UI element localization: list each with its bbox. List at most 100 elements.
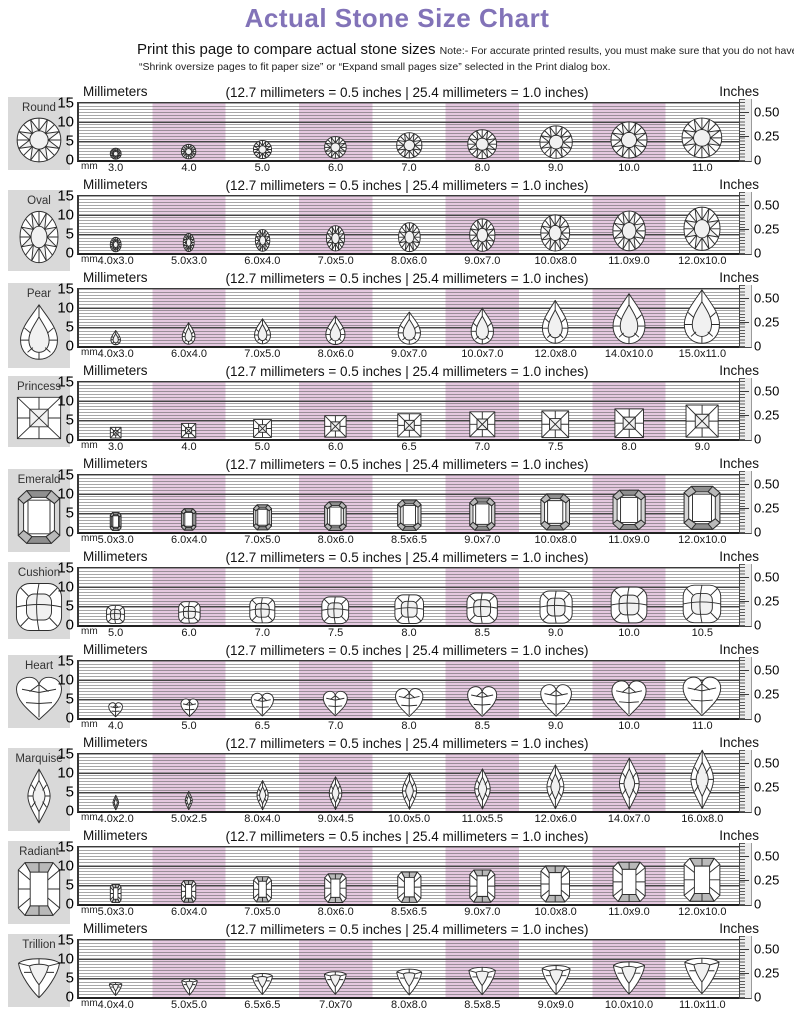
stone-size-label: 10.0 xyxy=(618,162,640,174)
stone-pear-9.0x7.0 xyxy=(396,311,423,345)
row-emerald: Emerald Millimeters (12.7 millimeters = … xyxy=(0,454,794,552)
stone-size-label: 10.5 xyxy=(691,627,714,639)
inch-tick-label: 0 xyxy=(754,710,762,726)
mm-tick-label: 15 xyxy=(57,373,74,391)
mm-tick-label: 10 xyxy=(57,671,74,689)
mm-unit-label: mm xyxy=(81,347,98,358)
quarter-inch-tick xyxy=(740,228,749,231)
shape-name: Radiant xyxy=(19,846,59,858)
row-pear: Pear Millimeters (12.7 millimeters = 0.5… xyxy=(0,268,794,368)
stone-size-label: 6.5 xyxy=(401,441,417,453)
stone-marquise-14.0x7.0 xyxy=(616,757,643,810)
stone-size-label: 10.0x8.0 xyxy=(534,255,577,267)
stone-size-label: 7.0 xyxy=(474,441,490,453)
mm-tick-label: 0 xyxy=(65,337,74,355)
quarter-inch-tick xyxy=(740,972,749,975)
stone-size-label: 9.0x7.0 xyxy=(464,906,501,918)
mm-unit-label: mm xyxy=(81,998,98,1009)
stone-size-label: 8.0x6.0 xyxy=(317,534,354,546)
inch-tick-label: 0.25 xyxy=(754,407,780,423)
shape-name: Emerald xyxy=(17,474,61,486)
stone-heart-5.0 xyxy=(180,698,199,717)
stone-size-label: 9.0x4.5 xyxy=(317,813,354,825)
mm-tick-label: 15 xyxy=(57,466,74,484)
stone-size-label: 5.0x2.5 xyxy=(170,813,208,825)
quarter-inch-tick xyxy=(740,321,749,324)
mm-unit-label: mm xyxy=(81,812,98,823)
row-heart: Heart Millimeters (12.7 millimeters = 0.… xyxy=(0,640,794,733)
mm-tick-label: 15 xyxy=(57,94,74,112)
stone-size-label: 5.0x5.0 xyxy=(170,999,208,1011)
inch-tick-label: 0 xyxy=(754,152,762,168)
stone-size-label: 10.0x8.0 xyxy=(534,906,577,918)
shape-name: Pear xyxy=(26,288,52,300)
stone-oval-5.0x3.0 xyxy=(183,233,194,252)
stone-size-label: 8.5 xyxy=(474,720,490,732)
inch-tick-label: 0.50 xyxy=(754,197,780,213)
half-inch-tick xyxy=(740,669,749,672)
stone-cushion-6.0 xyxy=(178,601,201,624)
stone-size-label: 4.0 xyxy=(181,441,197,453)
stone-oval-8.0x6.0 xyxy=(398,222,421,252)
row-round: Round Millimeters (12.7 millimeters = 0.… xyxy=(0,82,794,175)
stone-size-label: 16.0x8.0 xyxy=(681,813,724,825)
stone-princess-9.0 xyxy=(685,404,719,438)
stone-pear-10.0x7.0 xyxy=(469,307,496,345)
mm-axis-title: Millimeters xyxy=(83,642,148,657)
shape-name: Trillion xyxy=(22,939,56,951)
inch-ruler xyxy=(739,192,752,255)
inch-ruler xyxy=(739,936,752,999)
stone-size-label: 7.0x5.0 xyxy=(317,255,354,267)
shape-name: Marquise xyxy=(15,753,63,765)
stone-trillion-8.5x8.5 xyxy=(466,964,498,996)
half-inch-tick xyxy=(740,297,749,300)
page-header: Actual Stone Size Chart Print this page … xyxy=(0,0,794,82)
row-marquise: Marquise Millimeters (12.7 millimeters =… xyxy=(0,733,794,831)
ruler-chart: mm 15 10 5 0 0.50 0.25 0 4.0x2.0 5.0x2.5 8.0x4.0 9… xyxy=(57,747,779,826)
inch-tick-label: 0.50 xyxy=(754,569,780,585)
stone-radiant-5.0x3.0 xyxy=(110,884,122,903)
half-inch-tick xyxy=(740,762,749,765)
row-oval: Oval Millimeters (12.7 millimeters = 0.5… xyxy=(0,175,794,271)
stone-princess-3.0 xyxy=(110,426,122,438)
gem-shape-icon xyxy=(17,303,61,361)
stone-size-label: 14.0x7.0 xyxy=(607,813,651,825)
stone-heart-8.0 xyxy=(394,687,424,717)
inch-axis-title: Inches xyxy=(719,177,759,192)
inch-tick-label: 0 xyxy=(754,617,762,633)
stone-princess-8.0 xyxy=(614,408,644,438)
mm-axis-title: Millimeters xyxy=(83,177,148,192)
shape-label-box: Heart xyxy=(8,655,70,728)
stone-size-label: 11.0x9.0 xyxy=(608,255,650,267)
mm-tick-label: 5 xyxy=(65,411,74,429)
mm-tick-label: 15 xyxy=(57,559,74,577)
stone-marquise-11.0x5.5 xyxy=(472,768,493,810)
ruler-header: Millimeters (12.7 millimeters = 0.5 inch… xyxy=(77,270,759,288)
stone-cushion-9.0 xyxy=(539,590,573,624)
mm-unit-label: mm xyxy=(81,626,98,637)
inch-tick-label: 0.50 xyxy=(754,104,780,120)
stone-size-label: 11.0x9.0 xyxy=(608,906,650,918)
stone-heart-7.0 xyxy=(322,690,349,717)
stone-pear-15.0x11.0 xyxy=(681,288,723,345)
stone-pear-8.0x6.0 xyxy=(324,315,347,345)
shape-name: Heart xyxy=(24,660,54,672)
stone-size-label: 11.0x9.0 xyxy=(608,534,650,546)
shape-label-box: Oval xyxy=(8,190,70,271)
inch-axis-title: Inches xyxy=(719,456,759,471)
stone-size-label: 11.0 xyxy=(692,720,713,732)
half-inch-tick xyxy=(740,204,749,207)
mm-tick-label: 10 xyxy=(57,299,74,317)
half-inch-tick xyxy=(740,855,749,858)
inch-tick-label: 0 xyxy=(754,431,762,447)
stone-princess-6.5 xyxy=(397,413,422,438)
shape-name: Round xyxy=(22,102,56,114)
stone-emerald-6.0x4.0 xyxy=(181,508,197,531)
stone-oval-11.0x9.0 xyxy=(612,210,646,252)
print-note-line2: “Shrink oversize pages to fit paper size… xyxy=(139,61,611,73)
ruler-header: Millimeters (12.7 millimeters = 0.5 inch… xyxy=(77,177,759,195)
stone-size-label: 8.0x6.0 xyxy=(390,255,428,267)
stone-size-label: 10.0x7.0 xyxy=(461,348,504,360)
mm-tick-label: 0 xyxy=(65,802,74,820)
stone-size-label: 8.5x6.5 xyxy=(390,534,428,546)
